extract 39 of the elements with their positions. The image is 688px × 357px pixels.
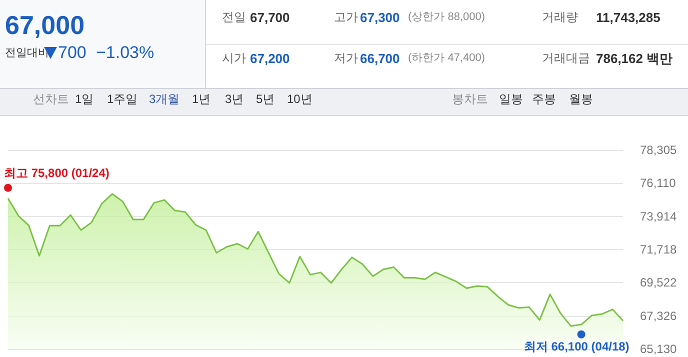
text: 1일 — [75, 92, 94, 106]
text: 전일 — [222, 10, 246, 24]
text: 거래량 — [542, 10, 578, 24]
text: 봉차트 — [452, 92, 488, 106]
text: (하한가 47,400) — [408, 52, 486, 64]
text: 1주일 — [107, 92, 138, 106]
text: 786,162 백만 — [596, 51, 673, 66]
text: 10년 — [287, 92, 312, 106]
text: 시가 — [222, 51, 246, 65]
data-label: 최저 66,100 (04/18) — [524, 339, 630, 354]
text: 주봉 — [532, 92, 556, 106]
y-tick-label: 78,305 — [640, 143, 678, 157]
text: 저가 — [334, 51, 358, 65]
text: 선차트 — [33, 92, 69, 106]
y-tick-label: 67,326 — [640, 308, 678, 323]
text: 전일대비 — [5, 47, 49, 59]
text: 5년 — [256, 92, 275, 106]
text: 월봉 — [569, 92, 593, 106]
y-tick-label: 71,718 — [640, 242, 678, 256]
text: 11,743,285 — [596, 10, 660, 25]
text: −1.03% — [96, 43, 154, 62]
y-tick-label: 73,914 — [640, 209, 678, 224]
text: 67,200 — [250, 51, 290, 66]
text: 1년 — [192, 92, 211, 106]
text: 67,300 — [360, 10, 400, 25]
text: (상한가 88,000) — [408, 11, 486, 23]
text: 거래대금 — [542, 51, 590, 65]
y-tick-label: 69,522 — [640, 276, 678, 290]
text: 67,700 — [250, 10, 290, 25]
text: 66,700 — [360, 51, 400, 66]
text: 일봉 — [499, 92, 523, 106]
data-label: 최고 75,800 (01/24) — [4, 166, 110, 180]
text: 67,000 — [5, 10, 85, 40]
y-tick-label: 76,110 — [640, 176, 676, 190]
text: 3년 — [225, 92, 244, 106]
text: 3개월 — [149, 92, 180, 106]
text: 고가 — [334, 10, 358, 24]
text: 700 — [58, 43, 86, 62]
y-tick-label: 65,130 — [640, 342, 678, 356]
